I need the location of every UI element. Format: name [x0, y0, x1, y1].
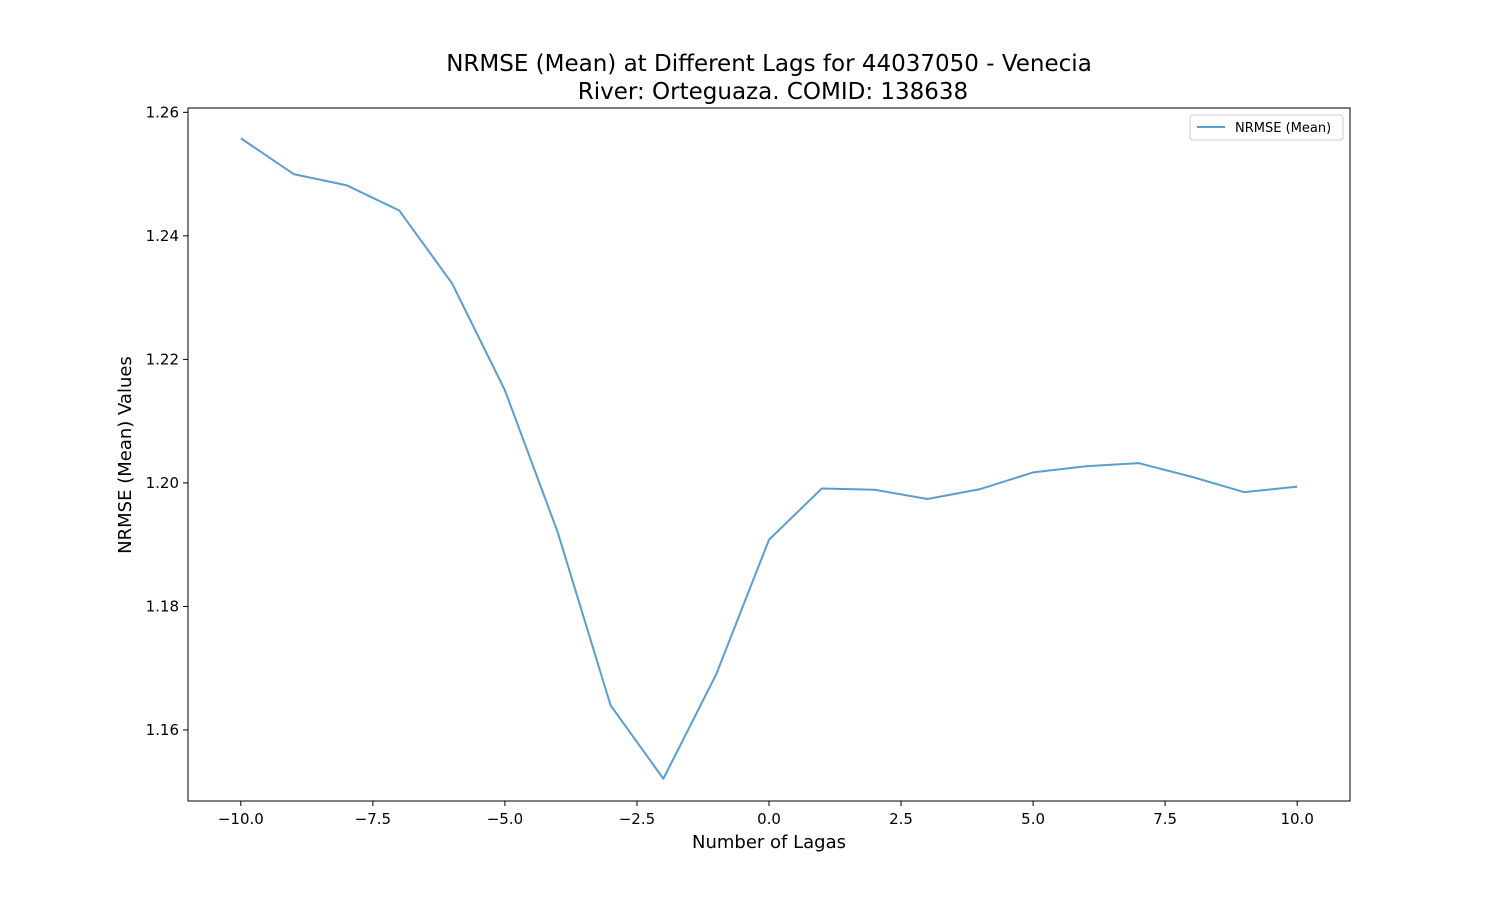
y-tick-label: 1.16 — [146, 721, 179, 739]
chart-title-line-2: River: Orteguaza. COMID: 138638 — [578, 79, 968, 105]
y-tick-label: 1.24 — [146, 227, 179, 245]
x-tick-label: −10.0 — [218, 810, 264, 828]
series-layer — [240, 137, 1298, 780]
y-tick-label: 1.22 — [146, 350, 179, 368]
chart-title-line-1: NRMSE (Mean) at Different Lags for 44037… — [446, 51, 1092, 77]
x-axis-ticks: −10.0 −7.5 −5.0 −2.5 0.0 2.5 5.0 7.5 10.0 — [218, 801, 1314, 828]
y-tick-label: 1.18 — [146, 597, 179, 615]
x-tick-label: 2.5 — [889, 810, 913, 828]
series-line-0 — [240, 137, 1298, 780]
y-tick-label: 1.20 — [146, 474, 179, 492]
x-tick-label: 0.0 — [757, 810, 781, 828]
legend-label: NRMSE (Mean) — [1235, 121, 1331, 136]
x-tick-label: 5.0 — [1021, 810, 1045, 828]
plot-frame — [187, 107, 1351, 802]
legend: NRMSE (Mean) — [1189, 114, 1344, 141]
x-axis-label: Number of Lagas — [692, 832, 846, 853]
x-tick-label: 7.5 — [1153, 810, 1177, 828]
legend-box — [1189, 114, 1344, 141]
x-tick-label: −2.5 — [619, 810, 655, 828]
x-tick-label: −7.5 — [355, 810, 391, 828]
x-tick-label: −5.0 — [487, 810, 523, 828]
y-tick-label: 1.26 — [146, 103, 179, 121]
x-tick-label: 10.0 — [1280, 810, 1313, 828]
y-axis-ticks: 1.16 1.18 1.20 1.22 1.24 1.26 — [146, 103, 188, 739]
y-axis-label: NRMSE (Mean) Values — [115, 356, 136, 554]
